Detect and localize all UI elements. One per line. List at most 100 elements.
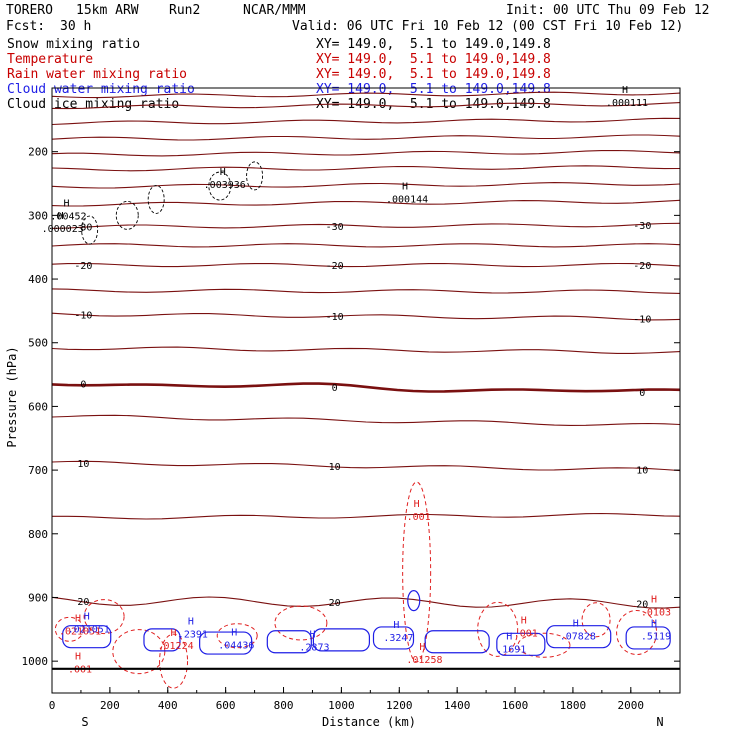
y-tick-label: 300 <box>28 209 48 222</box>
rain-contour <box>402 481 432 663</box>
cloud-water-contour <box>312 628 371 652</box>
isotherm-line <box>51 149 681 157</box>
rain-contour <box>112 629 166 675</box>
snow-contour <box>208 171 232 201</box>
isotherm-label: 0 <box>80 379 86 390</box>
rain-max-h-marker: H <box>75 614 81 625</box>
x-tick-label: 1400 <box>444 699 471 712</box>
snow-max-h-marker: H <box>220 167 226 178</box>
end-label-north: N <box>656 715 663 729</box>
rain-contour <box>616 610 658 655</box>
cloud-water-contour <box>625 626 671 650</box>
snow-max-value: .003936 <box>204 180 246 191</box>
rain-contour <box>216 623 258 649</box>
y-tick-label: 700 <box>28 464 48 477</box>
isotherm-label: 10 <box>329 462 341 473</box>
field-name-rain: Rain water mixing ratio <box>7 67 188 82</box>
cloud-water-contour <box>424 630 490 654</box>
cloud-max-value: .2391 <box>178 630 208 641</box>
snow-contour <box>246 161 264 191</box>
rain-max-h-marker: H <box>75 652 81 663</box>
isotherm-label: -10 <box>74 310 92 321</box>
header-org: NCAR/MMM <box>243 3 306 18</box>
isotherm-line <box>51 165 681 172</box>
isotherm-line <box>51 199 681 207</box>
snow-contour <box>81 215 99 245</box>
field-name-cloud-water: Cloud water mixing ratio <box>7 82 195 97</box>
isotherm-line <box>51 182 681 189</box>
cloud-max-h-marker: H <box>506 631 512 642</box>
rain-max-value: .021051 <box>59 627 101 638</box>
cloud-max-value: .2873 <box>299 642 329 653</box>
header-init: Init: 00 UTC Thu 09 Feb 12 <box>506 3 710 18</box>
x-axis-title: Distance (km) <box>322 715 416 729</box>
rain-max-h-marker: H <box>419 642 425 653</box>
rain-max-value: .01224 <box>157 641 193 652</box>
isotherm-line <box>51 243 681 248</box>
x-tick-label: 0 <box>49 699 56 712</box>
cloud-water-contour <box>62 625 112 649</box>
plot-frame <box>51 87 681 694</box>
y-tick-label: 200 <box>28 146 48 159</box>
end-label-south: S <box>81 715 88 729</box>
isotherm-line <box>51 134 681 141</box>
isotherm-line <box>51 460 681 472</box>
isotherm-line <box>51 222 681 229</box>
rain-contour <box>274 605 328 641</box>
snow-max-value: .000144 <box>386 195 428 206</box>
header-model: TORERO <box>6 3 53 18</box>
cloud-max-h-marker: H <box>231 628 237 639</box>
cloud-max-h-marker: H <box>84 612 90 623</box>
isotherm-label: -20 <box>326 261 344 272</box>
isotherm-label: 0 <box>332 383 338 394</box>
cloud-max-value: .5119 <box>641 632 671 643</box>
isotherm-label: 10 <box>636 466 648 477</box>
cloud-max-h-marker: H <box>393 620 399 631</box>
isotherm-label: -10 <box>633 314 651 325</box>
snow-max-h-marker: H <box>402 182 408 193</box>
isotherm-line <box>51 312 681 321</box>
y-tick-label: 600 <box>28 400 48 413</box>
x-tick-label: 2000 <box>618 699 645 712</box>
rain-max-h-marker: H <box>651 594 657 605</box>
rain-max-value: .001 <box>514 628 538 639</box>
cloud-max-value: .1691 <box>496 644 526 655</box>
header-run: Run2 <box>169 3 201 18</box>
field-name-cloud-ice: Cloud ice mixing ratio <box>7 97 180 112</box>
x-tick-label: 200 <box>100 699 120 712</box>
field-name-temperature: Temperature <box>7 52 94 67</box>
header-valid: Valid: 06 UTC Fri 10 Feb 12 (00 CST Fri … <box>292 19 684 34</box>
rain-contour <box>581 602 611 638</box>
cloud-max-value: .3247 <box>383 633 413 644</box>
isotherm-label: 0 <box>639 388 645 399</box>
isotherm-line <box>51 382 681 393</box>
snow-contour <box>115 200 139 230</box>
rain-max-h-marker: H <box>171 628 177 639</box>
snow-max-value: .000111 <box>606 98 648 109</box>
x-tick-label: 1000 <box>328 699 355 712</box>
x-tick-label: 1200 <box>386 699 413 712</box>
isotherm-line <box>51 102 681 110</box>
cloud-water-contours <box>62 590 671 656</box>
cloud-max-value: .04436 <box>218 641 254 652</box>
isotherm-line <box>51 117 681 126</box>
snow-max-value: .00452 <box>50 211 86 222</box>
isotherm-line <box>51 414 681 426</box>
rain-contour <box>477 601 519 657</box>
isotherm-line <box>51 262 681 268</box>
snow-max-h-marker: H <box>622 85 628 96</box>
isotherm-label: 10 <box>77 459 89 470</box>
snow-max-h-marker: H <box>58 211 64 222</box>
field-xy-snow: XY= 149.0, 5.1 to 149.0,149.8 <box>316 37 551 52</box>
isotherm-label: -30 <box>74 223 92 234</box>
rain-max-value: .001 <box>68 665 92 676</box>
x-tick-label: 1800 <box>560 699 587 712</box>
y-tick-label: 1000 <box>22 655 49 668</box>
rain-contour <box>159 633 189 689</box>
y-tick-label: 400 <box>28 273 48 286</box>
cloud-water-contour <box>546 625 612 649</box>
isotherm-label: -30 <box>326 222 344 233</box>
cloud-water-contour <box>407 590 421 612</box>
field-xy-rain: XY= 149.0, 5.1 to 149.0,149.8 <box>316 67 551 82</box>
rain-max-value: .01258 <box>406 655 442 666</box>
